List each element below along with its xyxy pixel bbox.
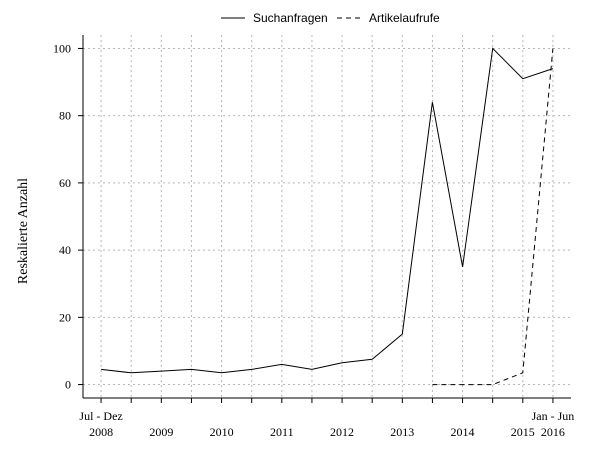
x-year-label-4: 2012 — [330, 425, 354, 439]
series-line-suchanfragen — [101, 47, 554, 374]
x-year-label-3: 2011 — [270, 425, 294, 439]
series-line-artikelaufrufe — [432, 48, 554, 386]
y-tick-label-3: 60 — [59, 176, 71, 190]
x-year-label-7: 2015 — [511, 425, 535, 439]
y-tick-label-1: 20 — [59, 310, 71, 324]
grid — [83, 35, 571, 398]
axes: 0 20 40 60 80 100 Jul - Dez 2008 2009 2010 2011 201… — [53, 35, 574, 439]
chart-legend: Suchanfragen Artikelaufrufe — [221, 11, 440, 25]
x-period-range-label-8: Jan - Jun — [532, 409, 575, 423]
x-year-label-0: 2008 — [89, 425, 113, 439]
x-year-label-2: 2010 — [210, 425, 234, 439]
y-tick-label-5: 100 — [53, 41, 71, 55]
series-group — [101, 47, 554, 386]
y-tick-label-0: 0 — [65, 378, 71, 392]
y-tick-label-4: 80 — [59, 109, 71, 123]
x-year-label-1: 2009 — [149, 425, 173, 439]
legend-label-artikelaufrufe: Artikelaufrufe — [369, 11, 440, 25]
y-axis-title: Reskalierte Anzahl — [16, 178, 31, 284]
legend-label-suchanfragen: Suchanfragen — [253, 11, 328, 25]
y-tick-label-2: 40 — [59, 243, 71, 257]
x-period-range-label-0: Jul - Dez — [79, 409, 122, 423]
x-year-label-8: 2016 — [541, 425, 565, 439]
x-year-label-6: 2014 — [451, 425, 475, 439]
x-year-label-5: 2013 — [390, 425, 414, 439]
